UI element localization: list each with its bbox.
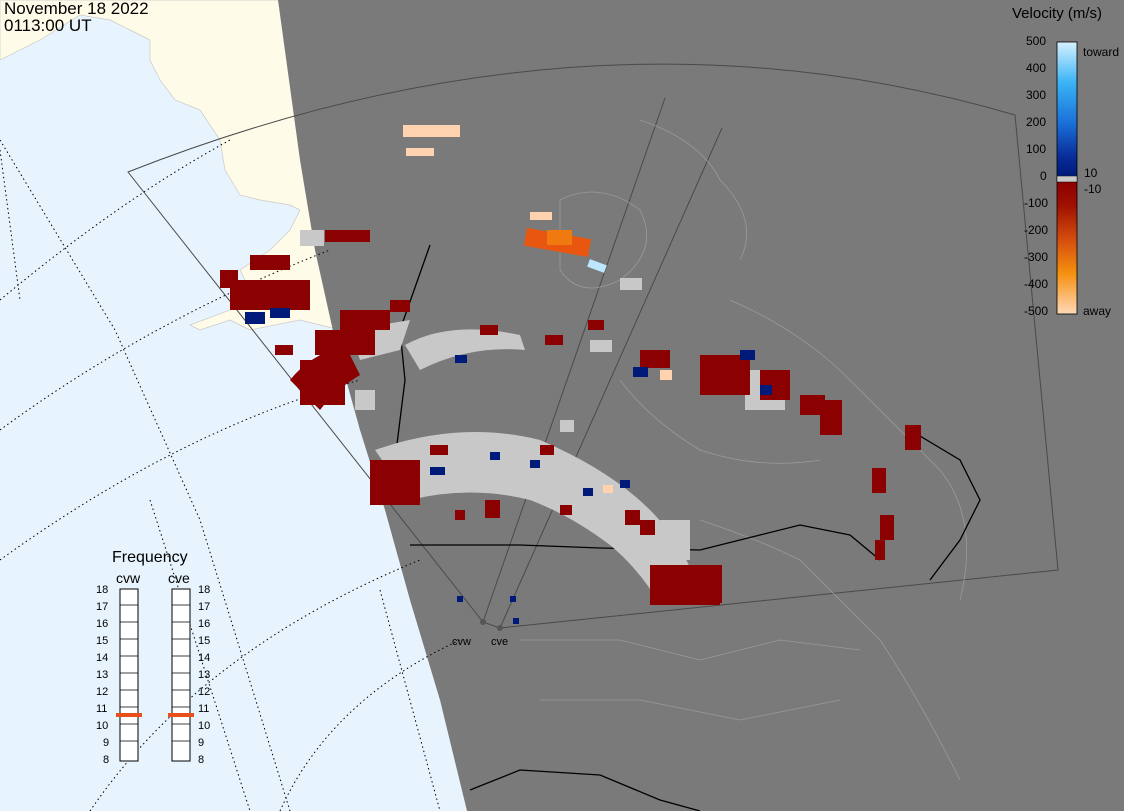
frequency-level-right: 12 <box>198 686 211 698</box>
frequency-level-left: 8 <box>103 754 110 766</box>
frequency-level-left: 9 <box>103 737 110 749</box>
frequency-level-left: 12 <box>96 686 109 698</box>
frequency-level-left: 13 <box>96 669 109 681</box>
velocity-legend-title: Velocity (m/s) <box>1012 5 1103 22</box>
legend-tick: -100 <box>1024 196 1049 210</box>
frequency-level-right: 11 <box>198 703 210 715</box>
frequency-level-right: 15 <box>198 635 211 647</box>
coastlines <box>520 119 968 781</box>
frequency-title: Frequency <box>112 549 188 566</box>
fov-dividers <box>482 97 723 629</box>
frequency-level-left: 16 <box>96 618 109 630</box>
frequency-level-right: 9 <box>198 737 205 749</box>
frequency-level-left: 15 <box>96 635 109 647</box>
frequency-level-right: 13 <box>198 669 211 681</box>
frequency-level-right: 18 <box>198 584 211 596</box>
legend-tick: 200 <box>1026 115 1047 129</box>
frequency-level-right: 16 <box>198 618 211 630</box>
legend-near-zero-neg: -10 <box>1084 182 1102 196</box>
radar-site-cve <box>497 625 503 631</box>
frequency-level-left: 10 <box>96 720 109 732</box>
legend-tick: -500 <box>1024 304 1049 318</box>
frequency-level-right: 17 <box>198 601 211 613</box>
date-label: November 18 2022 <box>4 0 149 18</box>
frequency-level-right: 8 <box>198 754 205 766</box>
frequency-marker-cvw <box>116 713 142 717</box>
time-label: 0113:00 UT <box>4 16 92 35</box>
velocity-cells-toward <box>245 308 772 624</box>
legend-tick: -300 <box>1024 250 1049 264</box>
national-borders <box>394 244 981 811</box>
frequency-level-right: 10 <box>198 720 211 732</box>
frequency-marker-cve <box>168 713 194 717</box>
night-terminator-region <box>278 0 1124 811</box>
legend-tick: 500 <box>1026 34 1047 48</box>
velocity-cells-away <box>220 230 921 605</box>
colorbar-zero-band <box>1056 175 1078 183</box>
radar-label-cve: cve <box>491 636 509 648</box>
frequency-bars <box>119 588 191 762</box>
frequency-ticks <box>120 604 190 742</box>
legend-away-label: away <box>1083 304 1112 318</box>
legend-near-zero-pos: 10 <box>1084 166 1098 180</box>
frequency-level-right: 14 <box>198 652 211 664</box>
frequency-level-left: 18 <box>96 584 109 596</box>
legend-tick: 0 <box>1040 169 1047 183</box>
frequency-level-left: 14 <box>96 652 109 664</box>
lat-lon-grid <box>0 139 461 811</box>
legend-tick: -400 <box>1024 277 1049 291</box>
legend-toward-label: toward <box>1083 45 1120 59</box>
radar-site-cvw <box>480 619 486 625</box>
legend-tick: 400 <box>1026 61 1047 75</box>
radar-fov-outline <box>127 63 1059 629</box>
frequency-level-left: 17 <box>96 601 109 613</box>
legend-tick: -200 <box>1024 223 1049 237</box>
legend-tick: 300 <box>1026 88 1047 102</box>
radar-label-cvw: cvw <box>452 636 471 648</box>
frequency-level-left: 11 <box>96 703 108 715</box>
legend-tick: 100 <box>1026 142 1047 156</box>
frequency-radar-label: cve <box>168 570 190 586</box>
frequency-radar-label: cvw <box>116 570 141 586</box>
velocity-cells-high-away <box>403 125 672 493</box>
